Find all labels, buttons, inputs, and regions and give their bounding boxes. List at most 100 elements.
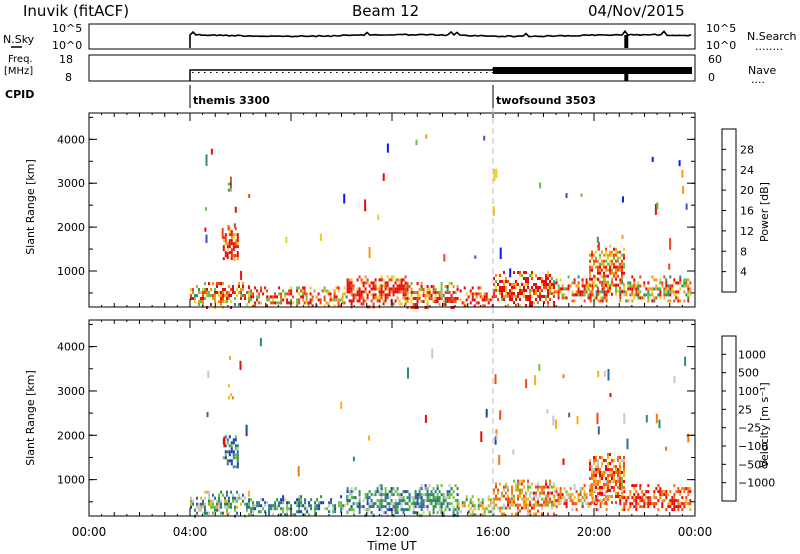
data-pixel bbox=[200, 496, 202, 500]
data-pixel bbox=[617, 495, 619, 498]
data-pixel bbox=[282, 495, 285, 499]
data-pixel bbox=[591, 483, 593, 486]
data-pixel bbox=[228, 239, 231, 243]
data-pixel bbox=[581, 502, 584, 506]
nsearch-tick-bottom: 10^0 bbox=[706, 39, 736, 52]
data-pixel bbox=[677, 290, 680, 294]
data-pixel bbox=[517, 509, 519, 513]
data-pixel bbox=[689, 487, 692, 491]
data-pixel bbox=[529, 274, 531, 277]
data-pixel bbox=[288, 289, 291, 293]
nave-dot bbox=[468, 72, 470, 73]
data-pixel bbox=[190, 496, 192, 500]
scatter-pixel bbox=[534, 375, 537, 386]
data-pixel bbox=[454, 300, 457, 303]
data-pixel bbox=[609, 468, 611, 471]
data-pixel bbox=[535, 286, 537, 289]
data-pixel bbox=[384, 281, 387, 285]
data-pixel bbox=[286, 501, 289, 505]
data-pixel bbox=[410, 291, 413, 294]
data-pixel bbox=[639, 499, 642, 503]
data-pixel bbox=[585, 278, 588, 282]
data-pixel bbox=[236, 490, 238, 494]
data-pixel bbox=[236, 450, 239, 454]
data-pixel bbox=[202, 502, 204, 506]
data-pixel bbox=[575, 284, 578, 288]
data-pixel bbox=[236, 462, 239, 466]
data-pixel bbox=[623, 502, 626, 506]
data-pixel bbox=[595, 477, 597, 480]
data-pixel bbox=[418, 493, 421, 497]
data-pixel bbox=[459, 510, 462, 514]
scatter-pixel bbox=[483, 135, 486, 141]
data-pixel bbox=[198, 505, 200, 509]
scatter-pixel bbox=[474, 255, 477, 259]
data-pixel bbox=[388, 502, 391, 506]
colorbar-tick-label: 1000 bbox=[738, 348, 766, 361]
data-pixel bbox=[541, 491, 543, 495]
data-pixel bbox=[392, 502, 395, 506]
data-pixel bbox=[246, 505, 248, 509]
data-pixel bbox=[190, 505, 192, 509]
data-pixel bbox=[340, 510, 343, 514]
colorbar-tick-label: 500 bbox=[738, 367, 759, 380]
data-pixel bbox=[378, 499, 381, 503]
data-pixel bbox=[224, 453, 227, 457]
data-pixel bbox=[553, 290, 556, 294]
data-pixel bbox=[400, 499, 403, 503]
data-pixel bbox=[332, 510, 335, 514]
data-pixel bbox=[673, 299, 676, 303]
scatter-pixel bbox=[248, 194, 251, 199]
data-pixel bbox=[234, 227, 237, 231]
data-pixel bbox=[358, 496, 361, 500]
colorbar-tick-label: 4 bbox=[740, 266, 747, 279]
data-pixel bbox=[266, 295, 269, 299]
data-pixel bbox=[236, 511, 238, 515]
data-pixel bbox=[376, 296, 379, 300]
data-pixel bbox=[343, 286, 346, 290]
data-pixel bbox=[321, 289, 324, 293]
data-pixel bbox=[549, 497, 551, 501]
data-pixel bbox=[679, 493, 682, 497]
data-pixel bbox=[563, 502, 566, 506]
data-pixel bbox=[354, 487, 357, 491]
data-pixel bbox=[461, 301, 464, 305]
data-pixel bbox=[362, 281, 365, 285]
data-pixel bbox=[448, 300, 451, 303]
data-pixel bbox=[621, 277, 623, 281]
data-pixel bbox=[372, 284, 375, 288]
data-pixel bbox=[479, 286, 482, 290]
data-pixel bbox=[665, 278, 668, 282]
data-pixel bbox=[601, 474, 603, 477]
data-pixel bbox=[559, 287, 562, 291]
data-pixel bbox=[432, 505, 435, 509]
data-pixel bbox=[469, 292, 472, 296]
data-pixel bbox=[328, 510, 331, 514]
data-pixel bbox=[599, 265, 601, 269]
data-pixel bbox=[547, 271, 549, 274]
data-pixel bbox=[629, 493, 632, 497]
data-pixel bbox=[448, 297, 451, 300]
nave-dot bbox=[282, 72, 284, 73]
data-pixel bbox=[677, 299, 680, 303]
data-pixel bbox=[220, 294, 222, 297]
data-pixel bbox=[412, 496, 415, 500]
data-pixel bbox=[557, 287, 560, 291]
data-pixel bbox=[525, 494, 527, 498]
data-pixel bbox=[428, 294, 431, 297]
data-pixel bbox=[541, 506, 543, 510]
data-pixel bbox=[406, 288, 409, 291]
data-pixel bbox=[364, 287, 367, 291]
data-pixel bbox=[577, 293, 580, 297]
data-pixel bbox=[276, 507, 279, 511]
data-pixel bbox=[615, 483, 617, 486]
data-pixel bbox=[444, 499, 447, 503]
data-pixel bbox=[364, 508, 367, 512]
data-pixel bbox=[390, 278, 393, 282]
data-pixel bbox=[617, 283, 619, 287]
data-pixel bbox=[677, 502, 680, 506]
data-pixel bbox=[553, 283, 555, 286]
data-pixel bbox=[434, 300, 437, 303]
data-pixel bbox=[457, 507, 460, 511]
data-pixel bbox=[577, 496, 580, 500]
